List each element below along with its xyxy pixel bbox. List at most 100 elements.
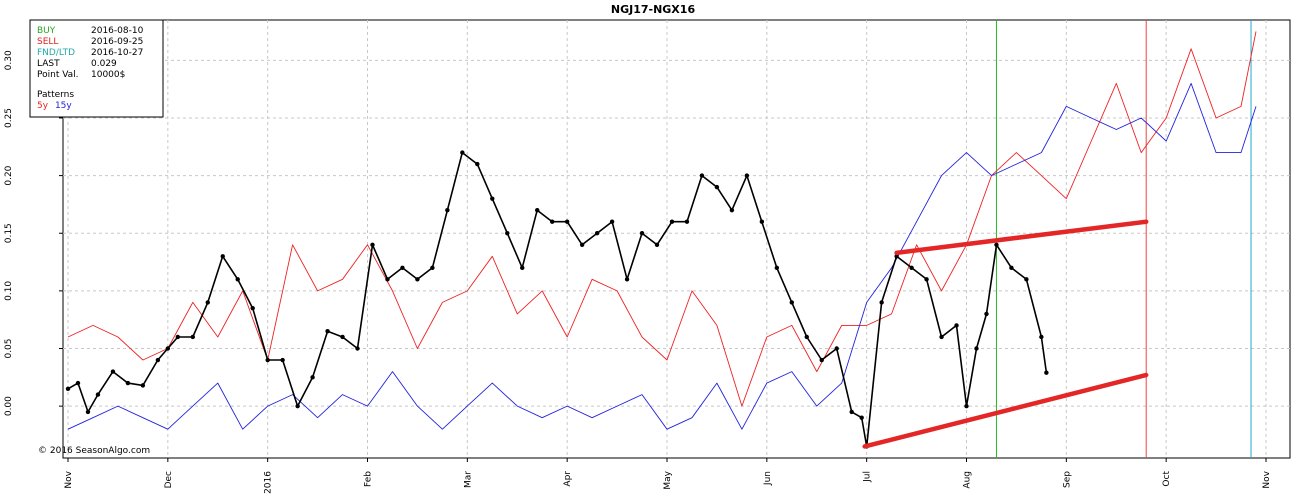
spread-data-point	[879, 300, 884, 305]
x-tick-label: Apr	[563, 471, 573, 487]
info-box: BUY 2016-08-10 SELL 2016-09-25 FND/LTD 2016-1…	[29, 19, 164, 118]
spread-data-point	[819, 357, 824, 363]
x-tick-label: Feb	[364, 471, 374, 487]
spread-data-point	[490, 196, 495, 201]
spread-data-point	[175, 334, 181, 340]
grid	[63, 20, 1290, 458]
lower-trendline	[862, 372, 1149, 449]
x-tick-label: Nov	[1262, 470, 1272, 488]
info-value: 0.029	[91, 59, 117, 69]
patterns-legend: 5y 15y	[37, 101, 72, 111]
spread-data-point	[400, 265, 405, 271]
spread-data-point	[939, 334, 944, 340]
spread-data-point	[125, 380, 131, 386]
copyright-text: © 2016 SeasonAlgo.com	[38, 446, 150, 456]
spread-data-point	[85, 409, 91, 415]
patterns-label: Patterns	[37, 90, 74, 100]
x-tick-label: Dec	[164, 471, 174, 488]
y-tick-label: 0.05	[4, 338, 14, 358]
spread-data-point	[110, 369, 116, 374]
spread-data-point	[729, 207, 735, 213]
y-tick-label: 0.00	[4, 396, 14, 416]
spread-data-point	[415, 277, 420, 282]
spread-data-point	[140, 383, 146, 388]
pattern-15y-line	[67, 82, 1257, 430]
spread-data-point	[520, 265, 525, 271]
spread-data-point	[549, 219, 555, 224]
spread-data-point	[265, 357, 270, 363]
spread-data-point	[834, 346, 839, 351]
x-tick-label: Jul	[863, 471, 873, 483]
spread-data-point	[535, 207, 540, 213]
plot-area	[62, 19, 1291, 459]
spread-data-point	[699, 173, 705, 178]
chart-title: NGJ17-NGX16	[611, 3, 696, 16]
spread-data-point	[310, 375, 315, 380]
spread-data-point	[984, 311, 989, 317]
spread-data-point	[669, 219, 675, 224]
spread-data-point	[250, 305, 255, 311]
y-tick-label: 0.20	[4, 165, 14, 185]
spread-data-point	[370, 242, 375, 247]
spread-data-point	[280, 357, 285, 363]
y-tick-label: 0.25	[4, 108, 14, 128]
spread-data-point	[65, 386, 71, 392]
x-tick-label: Nov	[64, 470, 74, 488]
spread-data-point	[235, 277, 240, 282]
spread-data-point	[505, 231, 510, 236]
spread-data-point	[859, 415, 864, 420]
x-tick-label: Sep	[1062, 471, 1072, 488]
trendlines	[862, 219, 1149, 449]
x-tick-label: May	[663, 470, 673, 489]
series-lines	[65, 31, 1257, 449]
spread-data-point	[714, 184, 720, 190]
spread-data-point	[340, 334, 345, 340]
spread-data-point	[774, 265, 780, 271]
spread-data-point	[1009, 265, 1014, 271]
spread-data-point	[579, 242, 585, 247]
info-value: 2016-08-10	[91, 26, 144, 36]
spread-data-point	[804, 334, 809, 340]
info-value: 2016-10-27	[91, 48, 143, 58]
spread-data-point	[385, 277, 390, 282]
info-value: 10000$	[91, 70, 125, 80]
x-tick-label: Oct	[1162, 471, 1172, 487]
y-tick-label: 0.30	[4, 50, 14, 70]
spread-data-point	[909, 265, 914, 271]
spread-data-point	[190, 334, 195, 340]
spread-data-point	[325, 329, 330, 334]
spread-data-point	[220, 254, 225, 259]
spread-data-point	[475, 161, 480, 167]
spread-data-point	[355, 346, 360, 351]
spread-data-point	[75, 380, 81, 386]
spread-data-point	[460, 150, 465, 155]
x-tick-label: Jun	[763, 471, 773, 486]
spread-data-point	[964, 403, 969, 409]
y-tick-label: 0.10	[4, 281, 14, 301]
info-value: 2016-09-25	[91, 37, 143, 47]
axis-ticks: 0.00 0.05 0.10 0.15 0.20 0.25 0.30 Nov Dec 2016 Fe…	[4, 50, 1272, 494]
spread-data-point	[445, 207, 450, 213]
spread-data-point	[165, 346, 171, 351]
info-label-sell: SELL	[37, 37, 58, 47]
x-tick-label: 2016	[264, 471, 274, 494]
spread-data-point	[849, 409, 854, 415]
spread-data-point	[654, 242, 660, 247]
spread-data-point	[994, 242, 999, 247]
spread-data-point	[894, 254, 899, 259]
spread-data-point	[684, 219, 690, 224]
spread-data-point	[1024, 277, 1029, 282]
spread-data-point	[624, 277, 630, 282]
legend-15y: 15y	[55, 101, 72, 111]
info-label-last: LAST	[37, 59, 60, 69]
spread-data-point	[1039, 334, 1044, 340]
x-tick-label: Aug	[963, 471, 973, 489]
info-rows: BUY 2016-08-10 SELL 2016-09-25 FND/LTD 2016-1…	[37, 26, 144, 80]
spread-data-point	[564, 219, 570, 224]
spread-data-point	[205, 300, 210, 305]
spread-data-point	[789, 300, 794, 305]
spread-data-point	[974, 346, 979, 351]
upper-trendline	[894, 219, 1149, 256]
spread-data-point	[954, 323, 959, 328]
